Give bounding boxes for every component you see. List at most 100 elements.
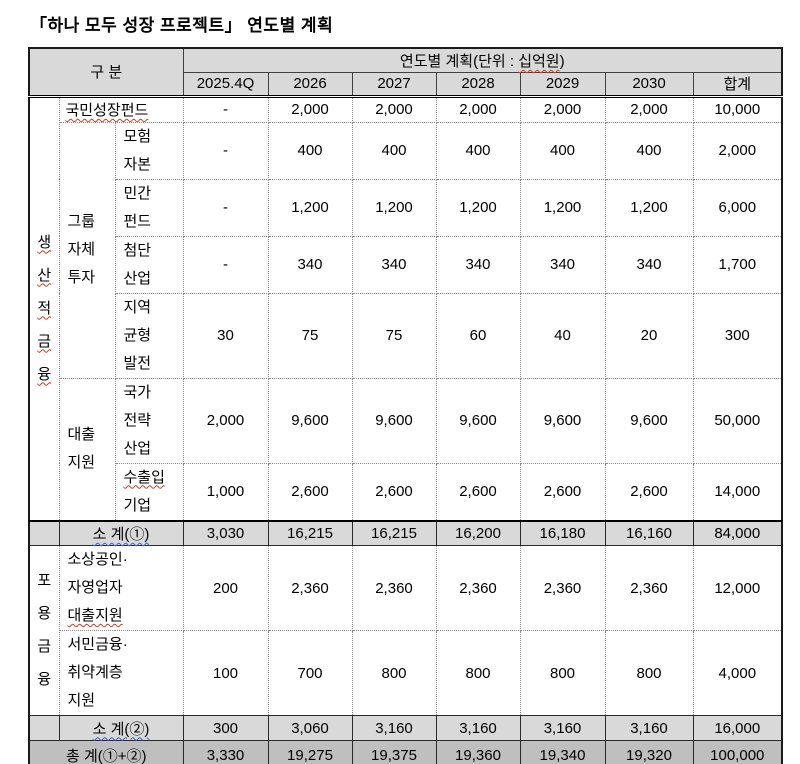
vertical-label-char: 융 — [37, 671, 52, 688]
row-label-line: 산업 — [123, 269, 152, 287]
row-label-line: 취약계층 — [67, 664, 123, 681]
row-label-line: 소상공인· — [67, 551, 128, 568]
row-label: 서민금융· 취약계층 지원 — [58, 630, 184, 716]
value-cell: 19,340 — [519, 740, 606, 764]
value-cell: 9,600 — [604, 377, 694, 464]
value-cell: 3,330 — [182, 740, 269, 764]
subtotal-label: 소 계(①) — [58, 519, 184, 546]
value-cell: 20 — [604, 292, 694, 379]
subtotal-spacer-cell — [28, 519, 60, 546]
header-row-years: 2025.4Q 2026 2027 2028 2029 2030 합계 — [29, 71, 783, 98]
value-cell: 2,360 — [604, 545, 694, 631]
value-cell: 2,600 — [604, 462, 694, 521]
value-cell: 2,000 — [435, 95, 521, 123]
row-label-line: 산업 — [123, 439, 152, 457]
value-cell: 3,160 — [604, 715, 694, 741]
plan-title-unit: 십억원 — [518, 52, 560, 70]
value-cell: 75 — [351, 292, 437, 379]
value-cell: 2,360 — [351, 545, 437, 631]
value-cell: 100 — [182, 630, 269, 716]
year-header: 2028 — [435, 71, 521, 98]
value-cell: 1,200 — [604, 178, 694, 237]
value-cell: 2,360 — [435, 545, 521, 631]
section-label-inclusive: 포 용 금 융 — [28, 545, 60, 716]
value-cell: 400 — [435, 121, 521, 180]
row-label-line: 전략 — [123, 411, 152, 429]
value-cell: 1,200 — [519, 178, 606, 237]
value-cell: 3,160 — [351, 715, 437, 741]
value-cell: 400 — [519, 121, 606, 180]
row-label-line: 자영업자 — [67, 579, 123, 596]
plan-title-suffix: ) — [559, 52, 565, 70]
year-header: 2030 — [604, 71, 694, 98]
subtotal-spacer-cell — [28, 715, 60, 741]
row-label: 민간 펀드 — [114, 178, 184, 237]
value-cell: 1,700 — [692, 235, 783, 294]
value-cell: 2,600 — [519, 462, 606, 521]
value-cell: 16,215 — [351, 519, 437, 546]
value-cell: 340 — [267, 235, 353, 294]
row-label-line: 서민금융· — [67, 636, 128, 653]
value-cell: 3,060 — [267, 715, 353, 741]
vertical-label-char: 금 — [37, 332, 52, 350]
row-label: 첨단 산업 — [114, 235, 184, 294]
value-cell: 1,200 — [351, 178, 437, 237]
value-cell: 2,600 — [435, 462, 521, 521]
row-label-line: 펀드 — [123, 212, 152, 230]
value-cell: 2,000 — [351, 95, 437, 123]
value-cell: 300 — [182, 715, 269, 741]
value-cell: 9,600 — [435, 377, 521, 464]
row-advanced-industry: 첨단 산업 - 340 340 340 340 340 1,700 — [29, 235, 783, 294]
value-cell: - — [182, 235, 269, 294]
annual-plan-table: 구 분 연도별 계획(단위 : 십억원) 2025.4Q 2026 2027 2… — [28, 47, 784, 764]
vertical-label-char: 융 — [37, 365, 52, 383]
value-cell: 2,600 — [267, 462, 353, 521]
row-microfinance: 서민금융· 취약계층 지원 100 700 800 800 800 800 4,… — [29, 630, 783, 716]
year-header: 2026 — [267, 71, 353, 98]
row-label-line: 모험 — [123, 127, 152, 145]
year-header: 2025.4Q — [182, 71, 269, 98]
group-label-loan-support: 대출 지원 — [58, 377, 116, 521]
page-title: 「하나 모두 성장 프로젝트」 연도별 계획 — [30, 16, 334, 35]
value-cell: 800 — [351, 630, 437, 716]
value-cell: 60 — [435, 292, 521, 379]
row-label: 소상공인· 자영업자 대출지원 — [58, 545, 184, 631]
row-grand-total: 총 계(①+②) 3,330 19,275 19,375 19,360 19,3… — [28, 740, 783, 764]
vertical-label-char: 용 — [37, 605, 52, 622]
value-cell: 9,600 — [519, 377, 606, 464]
value-cell: 2,000 — [519, 95, 606, 123]
row-label: 수출입 기업 — [114, 462, 184, 521]
value-cell: 19,320 — [604, 740, 694, 764]
row-venture-capital: 그룹 자체 투자 모험 자본 - 400 400 400 400 400 2,0… — [29, 121, 783, 379]
value-cell: - — [182, 95, 269, 123]
year-header: 합계 — [692, 71, 783, 98]
header-row-top: 구 분 연도별 계획(단위 : 십억원) — [28, 47, 783, 98]
value-cell: 50,000 — [692, 377, 783, 464]
gubun-header: 구 분 — [28, 47, 184, 98]
value-cell: 16,180 — [519, 519, 606, 546]
value-cell: 200 — [182, 545, 269, 631]
value-cell: 800 — [604, 630, 694, 716]
value-cell: 1,200 — [435, 178, 521, 237]
subtotal-label-text: 소 계(①) — [92, 525, 150, 543]
row-national-growth-fund: 생 산 적 금 융 국민성장펀드 - 2,000 2,000 2,000 2,0… — [28, 95, 783, 521]
value-cell: 2,360 — [267, 545, 353, 631]
vertical-label-char: 적 — [37, 299, 52, 317]
row-regional-balance: 지역 균형 발전 30 75 75 60 40 20 300 — [29, 292, 783, 379]
value-cell: 14,000 — [692, 462, 783, 521]
value-cell: 75 — [267, 292, 353, 379]
value-cell: 2,000 — [692, 121, 783, 180]
row-label: 지역 균형 발전 — [114, 292, 184, 379]
row-subtotal-1: 소 계(①) 3,030 16,215 16,215 16,200 16,180… — [28, 519, 783, 546]
row-label-line: 국가 — [123, 383, 152, 401]
value-cell: 400 — [351, 121, 437, 180]
row-label-text: 국민성장펀드 — [65, 102, 149, 119]
value-cell: 84,000 — [692, 519, 783, 546]
group-label-group-investment: 그룹 자체 투자 — [58, 121, 116, 379]
value-cell: 2,600 — [351, 462, 437, 521]
value-cell: 19,275 — [267, 740, 353, 764]
value-cell: 16,215 — [267, 519, 353, 546]
value-cell: 340 — [351, 235, 437, 294]
group-label-line: 그룹 — [67, 213, 96, 230]
value-cell: 340 — [604, 235, 694, 294]
